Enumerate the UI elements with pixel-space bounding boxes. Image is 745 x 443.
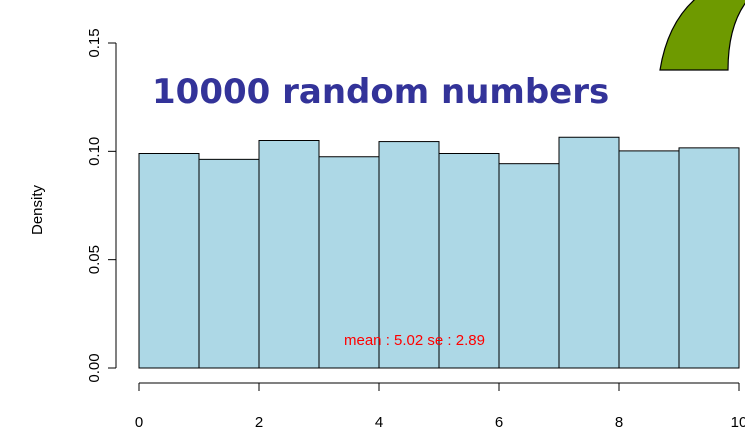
histogram-bar <box>438 153 500 369</box>
histogram-bar <box>498 163 560 369</box>
y-axis: 0.00 0.05 0.10 0.15 <box>86 28 117 383</box>
y-tick-label: 0.05 <box>86 245 103 274</box>
x-tick-label: 2 <box>255 414 263 431</box>
x-tick-label: 10 <box>731 414 745 431</box>
histogram-bar <box>258 140 320 369</box>
y-tick-label: 0.15 <box>86 28 103 57</box>
green-arc-decoration <box>659 0 745 71</box>
y-tick-label: 0.10 <box>86 137 103 166</box>
y-axis-title: Density <box>29 184 46 235</box>
histogram-bar <box>678 147 740 369</box>
x-tick-label: 4 <box>375 414 383 431</box>
x-tick-label: 6 <box>495 414 503 431</box>
decor-group <box>659 0 745 71</box>
slide-title: 10000 random numbers <box>152 72 609 112</box>
histogram-bar <box>198 158 260 369</box>
histogram-bar <box>378 141 440 369</box>
y-tick-label: 0.00 <box>86 353 103 382</box>
stats-annotation: mean : 5.02 se : 2.89 <box>344 332 485 349</box>
histogram-bar <box>138 153 200 369</box>
histogram-bar <box>558 136 620 369</box>
x-tick-label: 8 <box>615 414 623 431</box>
x-tick-label: 0 <box>135 414 143 431</box>
histogram-bar <box>318 156 380 369</box>
histogram-bar <box>618 150 680 369</box>
bars-group <box>138 136 740 369</box>
x-axis: 0 2 4 6 8 10 <box>135 382 745 431</box>
